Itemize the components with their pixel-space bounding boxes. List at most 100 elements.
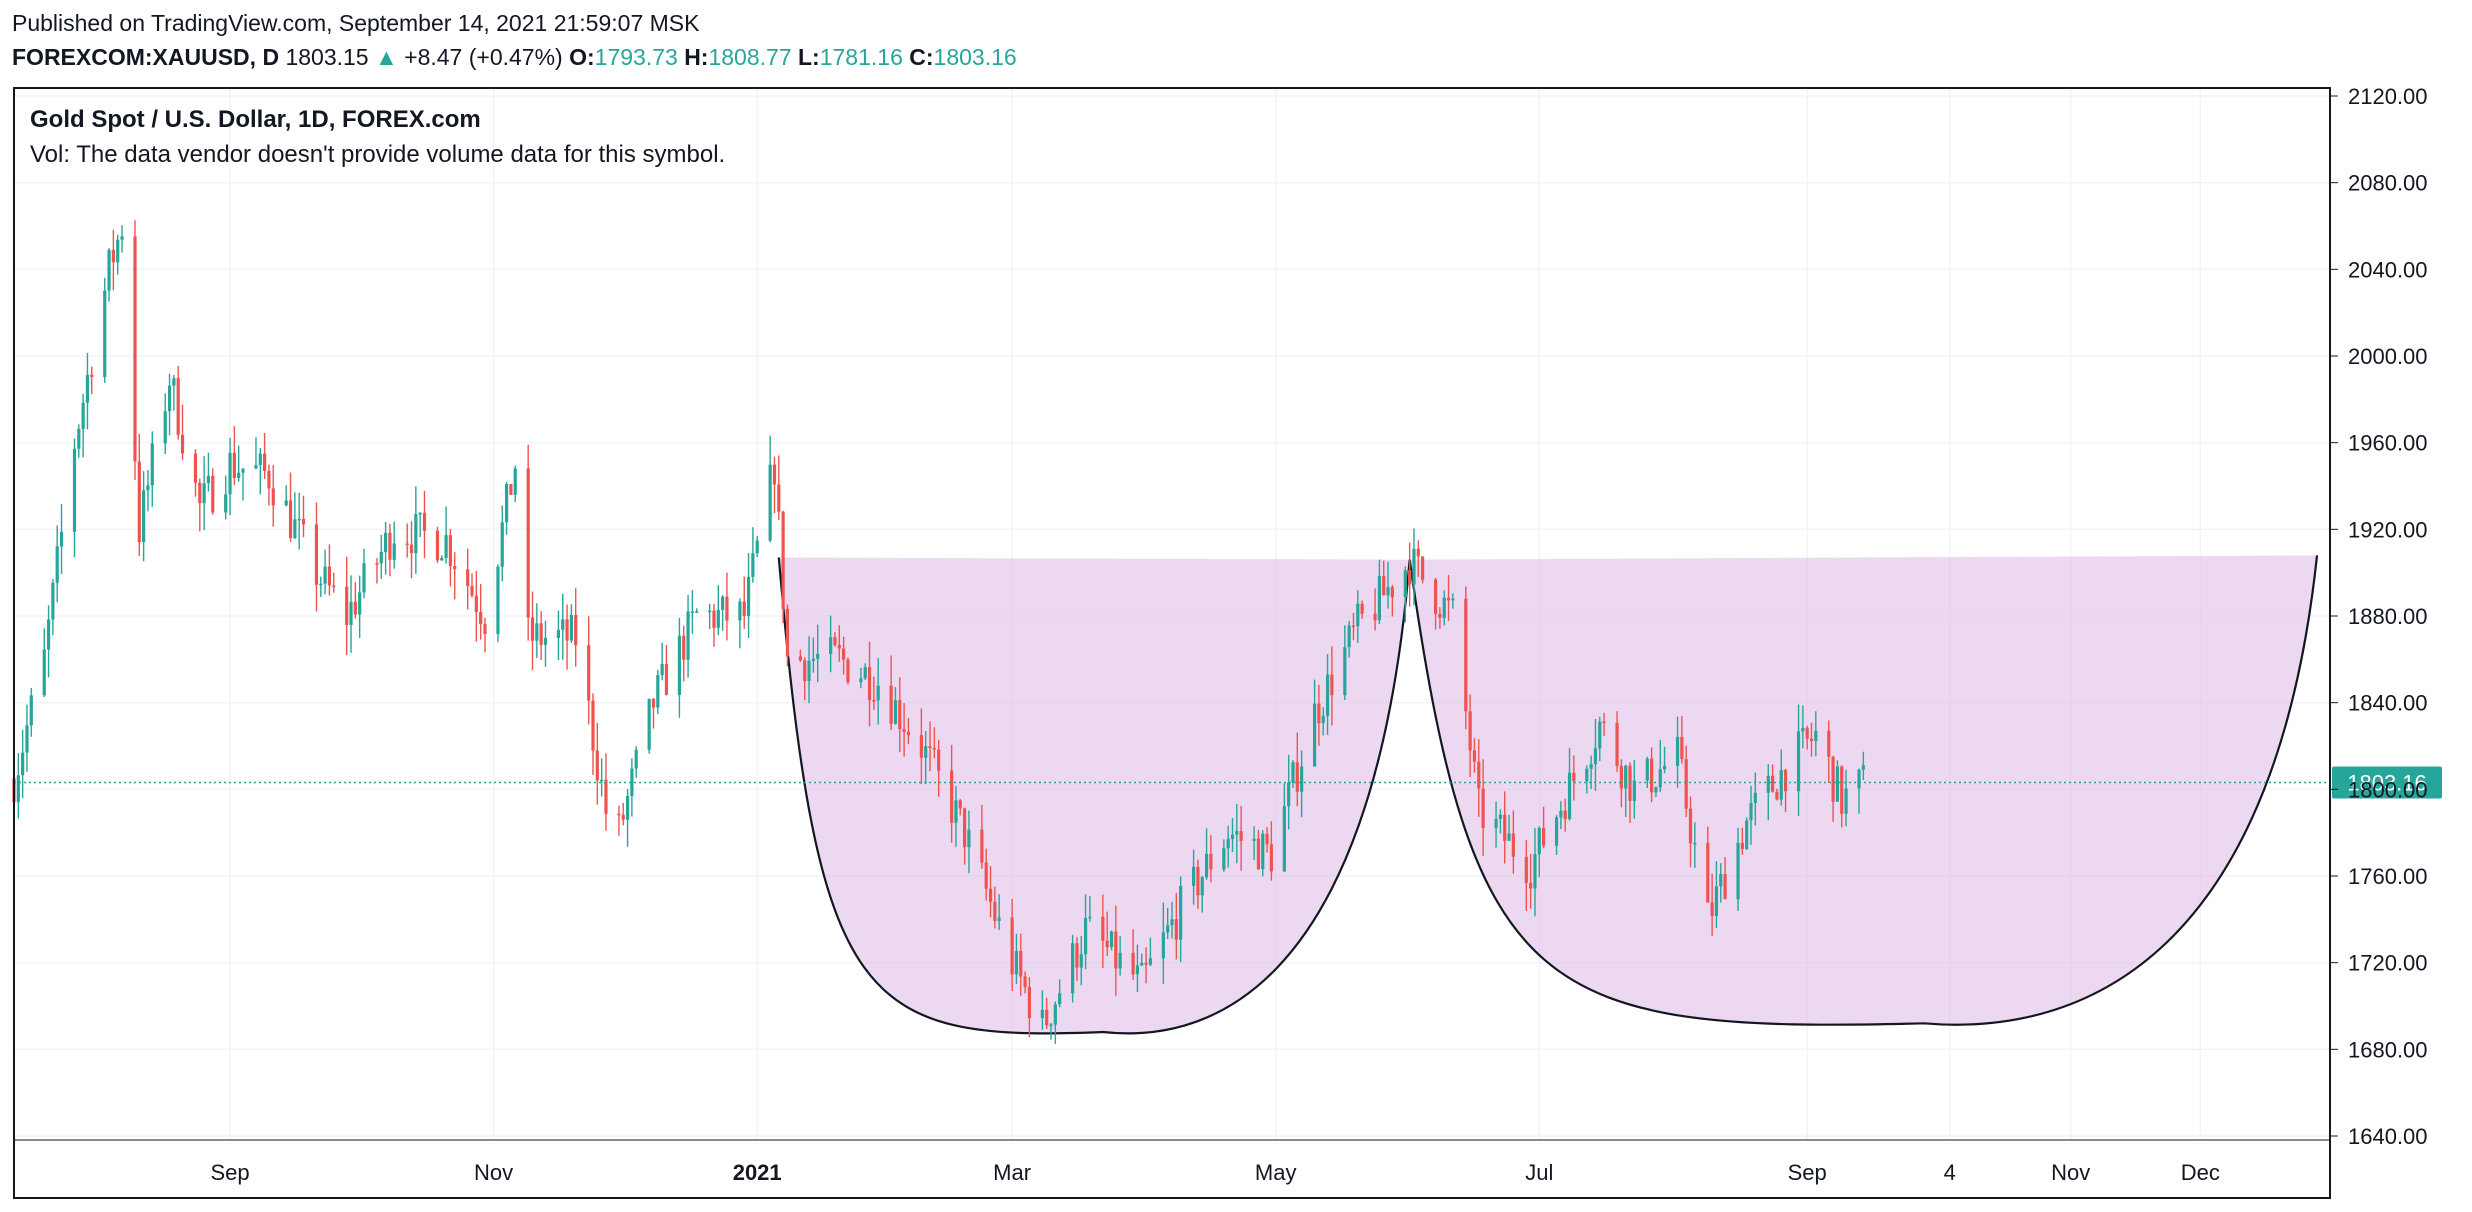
candle-body xyxy=(81,402,85,429)
candle-body xyxy=(1477,761,1481,789)
candle-body xyxy=(1209,853,1213,870)
candle-body xyxy=(1382,576,1386,596)
candle-body xyxy=(466,569,470,586)
candle-body xyxy=(755,540,759,554)
close-value: 1803.16 xyxy=(933,44,1017,70)
candle-body xyxy=(1200,877,1204,896)
candle-body xyxy=(742,601,746,616)
candle-body xyxy=(1330,674,1334,696)
change-up-icon: ▲ xyxy=(374,44,398,70)
candle-body xyxy=(267,470,271,489)
candle-body xyxy=(1408,570,1412,585)
candle-body xyxy=(1529,882,1533,889)
candle-body xyxy=(902,729,906,732)
candle-body xyxy=(1416,548,1420,557)
candle-body xyxy=(202,483,206,504)
candle-body xyxy=(388,532,392,560)
cup-curve-left xyxy=(777,557,1411,1035)
candle-body xyxy=(353,601,357,615)
candle-body xyxy=(1192,866,1196,886)
time-axis[interactable]: Sep Nov 2021 Mar May Jul Sep 4 Nov Dec xyxy=(210,1160,2219,1185)
candle-body xyxy=(772,464,777,485)
candle-body xyxy=(1230,834,1235,839)
candle-body xyxy=(1109,931,1114,948)
candle-body xyxy=(859,678,863,683)
candle-body xyxy=(630,768,634,796)
candle-body xyxy=(1503,814,1507,841)
candle-body xyxy=(146,485,150,491)
candle-body xyxy=(924,746,928,758)
candle-body xyxy=(600,779,604,782)
candle-body xyxy=(993,901,997,921)
candle-body xyxy=(500,522,504,567)
open-label: O: xyxy=(569,44,595,70)
candle-body xyxy=(1144,962,1148,965)
candle-body xyxy=(1464,598,1468,712)
cup-fill-left xyxy=(778,557,1410,1034)
candle-body xyxy=(301,518,306,525)
y-tick-label: 1920.00 xyxy=(2348,517,2428,542)
candle-body xyxy=(535,623,539,641)
candle-body xyxy=(1446,597,1451,601)
candle-body xyxy=(1468,711,1472,751)
x-tick-label: Sep xyxy=(210,1160,249,1185)
y-tick-label: 2040.00 xyxy=(2348,257,2428,282)
candle-body xyxy=(1343,647,1347,696)
candle-body xyxy=(1650,758,1654,793)
candle-body xyxy=(695,611,699,613)
cup-fill-right xyxy=(1409,555,2318,1025)
candle-body xyxy=(448,535,453,567)
y-tick-label: 1760.00 xyxy=(2348,864,2428,889)
current-price-label-bg xyxy=(2332,766,2442,799)
candle-body xyxy=(980,829,984,863)
candle-body xyxy=(51,582,55,620)
candle-body xyxy=(1619,765,1623,789)
candle-body xyxy=(1827,730,1831,757)
candle-body xyxy=(1662,765,1667,770)
candle-body xyxy=(1442,597,1446,618)
candle-body xyxy=(1166,925,1170,933)
candle-body xyxy=(803,660,807,682)
candle-body xyxy=(591,700,595,751)
candle-body xyxy=(453,566,457,570)
candle-body xyxy=(1131,952,1135,975)
candle-body xyxy=(1796,731,1801,792)
candle-body xyxy=(288,500,293,539)
candle-body xyxy=(1083,918,1088,955)
candle-body xyxy=(254,465,258,469)
candle-body xyxy=(383,532,388,552)
candle-body xyxy=(193,453,198,483)
price-axis[interactable]: 1640.00 1680.00 1720.00 1760.00 1800.00 1840.… xyxy=(2330,84,2428,1149)
candle-body xyxy=(651,698,656,708)
candle-body xyxy=(1835,766,1840,802)
candle-body xyxy=(712,610,716,628)
candle-body xyxy=(1412,548,1416,585)
candle-body xyxy=(103,290,107,378)
candle-body xyxy=(1114,931,1118,969)
candle-body xyxy=(1554,817,1559,846)
candle-body xyxy=(405,543,409,546)
candle-body xyxy=(876,685,880,701)
y-tick-label: 1840.00 xyxy=(2348,691,2428,716)
candle-body xyxy=(1572,772,1576,782)
candle-body xyxy=(1325,674,1330,716)
candle-body xyxy=(137,461,141,543)
high-label: H: xyxy=(684,44,709,70)
change-value: +8.47 (+0.47%) xyxy=(404,44,563,70)
candle-body xyxy=(1688,808,1693,844)
candle-body xyxy=(1105,940,1109,948)
candle-body xyxy=(435,530,440,561)
candle-body xyxy=(1269,844,1273,872)
candle-body xyxy=(1053,1004,1057,1025)
candle-body xyxy=(1719,874,1723,887)
candle-body xyxy=(150,443,154,486)
candle-body xyxy=(1714,886,1719,916)
candle-body xyxy=(1658,769,1662,788)
candle-body xyxy=(1567,772,1572,820)
candle-body xyxy=(1040,1009,1044,1019)
candle-body xyxy=(1256,838,1261,870)
candle-body xyxy=(1312,703,1317,767)
candle-body xyxy=(1235,831,1239,835)
candle-body xyxy=(1360,603,1364,614)
